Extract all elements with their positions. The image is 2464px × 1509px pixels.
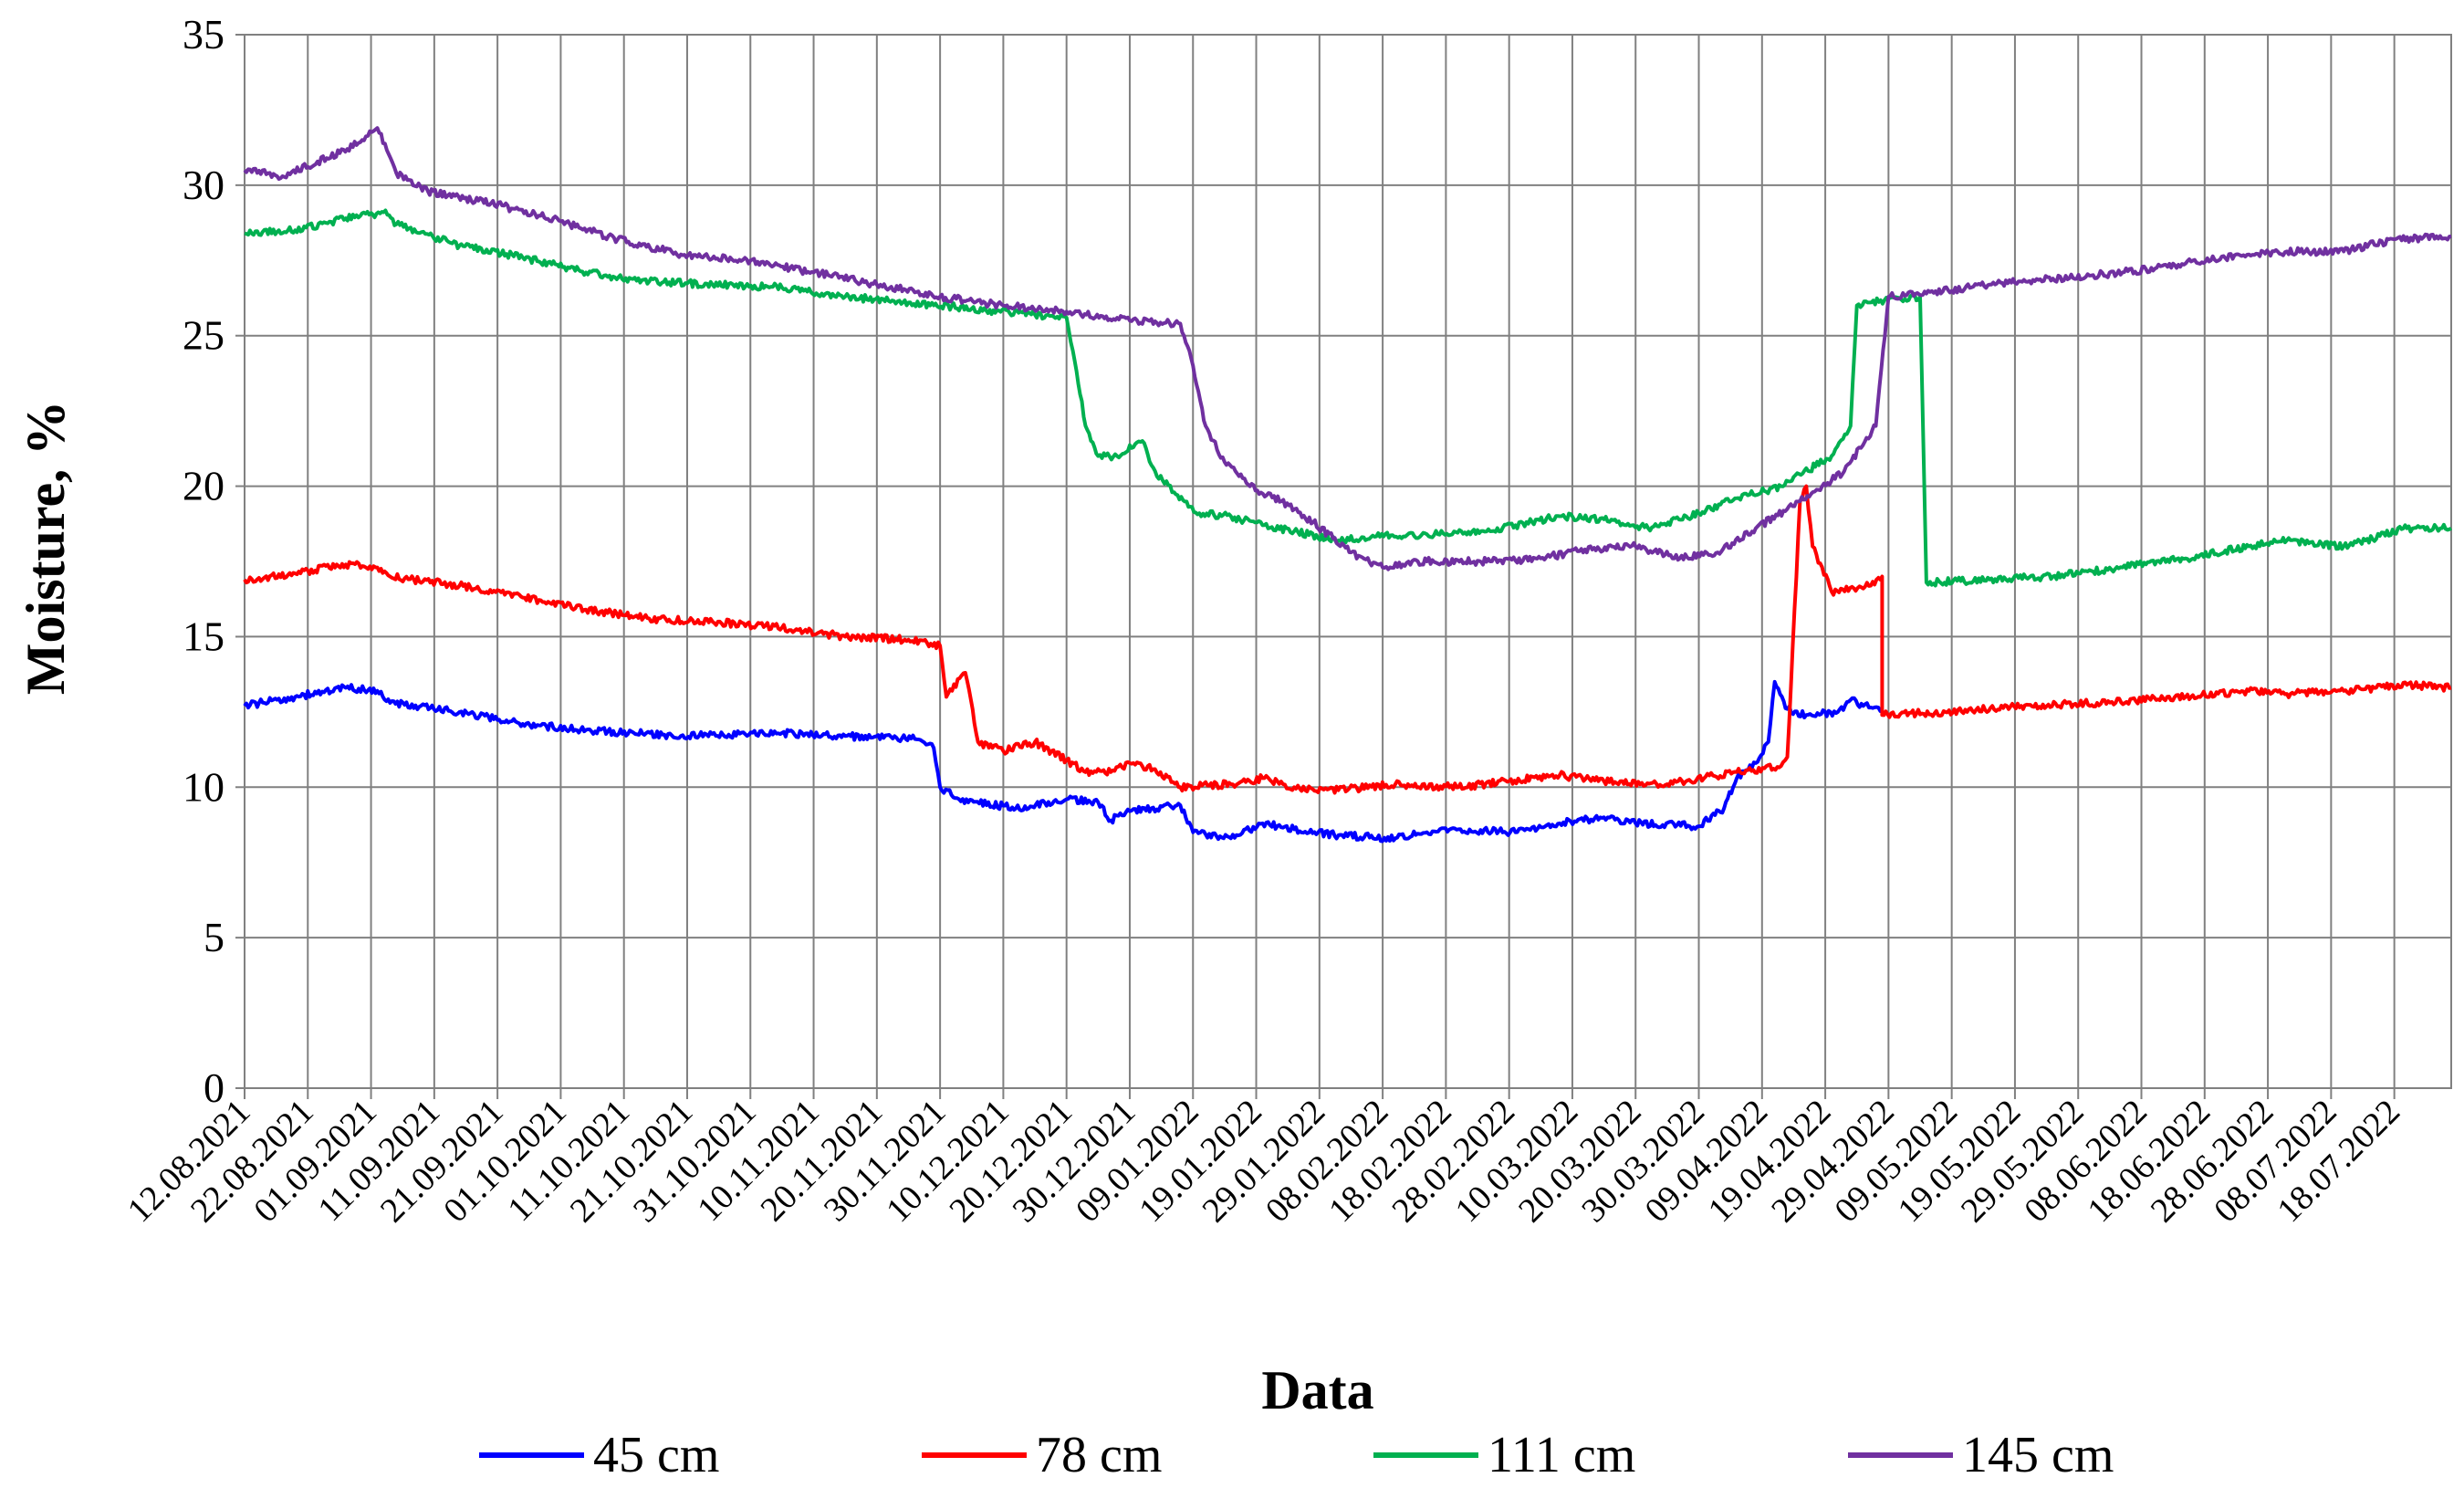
series-line-145-cm [243,126,2452,571]
legend-label: 111 cm [1488,1427,1635,1483]
y-axis-title: Moisture, % [16,401,76,695]
x-axis-title: Data [1261,1360,1373,1420]
x-tick-labels: 12.08.202122.08.202101.09.202111.09.2021… [120,1093,2407,1231]
y-tick-labels: 0 5 10 15 20 25 30 35 [183,11,224,1111]
legend-label: 145 cm [1962,1427,2114,1483]
legend-label: 78 cm [1036,1427,1162,1483]
y-tick-label: 35 [183,11,224,58]
y-tick-label: 5 [204,914,224,960]
legend: 45 cm 78 cm 111 cm 145 cm [479,1427,2114,1483]
series-line-111-cm [244,208,2452,588]
axes [235,34,2396,1099]
y-tick-label: 20 [183,463,224,509]
series-line-78-cm [243,484,2452,795]
y-tick-label: 30 [183,162,224,208]
legend-label: 45 cm [593,1427,719,1483]
series-lines [243,126,2452,844]
plot-area [244,34,2452,1089]
series-line-45-cm [243,679,1884,844]
y-tick-label: 25 [183,312,224,359]
y-tick-label: 15 [183,613,224,659]
y-tick-label: 0 [204,1064,224,1111]
y-tick-label: 10 [183,763,224,810]
grid [244,34,2452,1089]
